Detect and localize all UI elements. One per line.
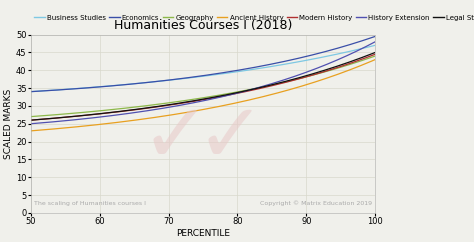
Business Studies	[214, 73, 220, 76]
Text: ✓: ✓	[196, 98, 265, 179]
Modern History	[191, 100, 197, 103]
Legal Studies	[214, 95, 220, 98]
Economics	[373, 35, 378, 38]
Ancient History	[28, 129, 34, 132]
Legal Studies	[373, 51, 378, 54]
Ancient History	[193, 109, 199, 112]
Legal Studies	[193, 99, 199, 102]
Text: ✓: ✓	[140, 98, 210, 179]
Line: History Extension: History Extension	[31, 42, 375, 124]
Legal Studies	[28, 119, 34, 122]
Geography	[364, 57, 370, 60]
Geography	[28, 115, 34, 118]
History Extension	[310, 68, 316, 71]
Modern History	[364, 56, 370, 59]
Line: Ancient History: Ancient History	[31, 60, 375, 131]
Legend: Business Studies, Economics, Geography, Ancient History, Modern History, History: Business Studies, Economics, Geography, …	[34, 15, 474, 21]
Economics	[214, 72, 220, 75]
Line: Modern History: Modern History	[31, 54, 375, 120]
Business Studies	[310, 58, 316, 60]
Ancient History	[373, 58, 378, 61]
Line: Economics: Economics	[31, 36, 375, 92]
Line: Business Studies: Business Studies	[31, 45, 375, 92]
Title: Humanities Courses I (2018): Humanities Courses I (2018)	[114, 19, 292, 32]
Legal Studies	[310, 72, 316, 75]
History Extension	[373, 40, 378, 43]
Business Studies	[28, 90, 34, 93]
Modern History	[28, 119, 34, 122]
Ancient History	[214, 105, 220, 108]
Business Studies	[191, 76, 197, 79]
History Extension	[364, 45, 370, 47]
Business Studies	[373, 44, 378, 47]
Ancient History	[310, 81, 316, 84]
Modern History	[193, 99, 199, 102]
Text: The scaling of Humanities courses I: The scaling of Humanities courses I	[34, 201, 146, 206]
Y-axis label: SCALED MARKS: SCALED MARKS	[4, 89, 13, 159]
Economics	[364, 38, 370, 41]
History Extension	[28, 122, 34, 125]
Modern History	[373, 53, 378, 56]
Business Studies	[364, 46, 370, 49]
History Extension	[191, 101, 197, 104]
Economics	[310, 53, 316, 56]
Geography	[193, 97, 199, 100]
Ancient History	[364, 62, 370, 65]
Line: Geography: Geography	[31, 56, 375, 117]
Text: Copyright © Matrix Education 2019: Copyright © Matrix Education 2019	[260, 200, 372, 206]
Geography	[191, 98, 197, 101]
History Extension	[193, 101, 199, 104]
Geography	[373, 54, 378, 57]
Business Studies	[233, 70, 238, 73]
Geography	[214, 94, 220, 97]
Geography	[310, 74, 316, 76]
Ancient History	[191, 110, 197, 113]
Economics	[233, 69, 238, 72]
Business Studies	[193, 76, 199, 78]
Modern History	[233, 92, 238, 95]
History Extension	[233, 92, 238, 95]
Legal Studies	[191, 99, 197, 102]
Legal Studies	[364, 54, 370, 57]
Modern History	[214, 96, 220, 99]
Line: Legal Studies: Legal Studies	[31, 53, 375, 120]
History Extension	[214, 96, 220, 99]
Legal Studies	[233, 91, 238, 94]
Ancient History	[233, 101, 238, 104]
Modern History	[310, 74, 316, 76]
Geography	[233, 91, 238, 94]
Economics	[28, 90, 34, 93]
X-axis label: PERCENTILE: PERCENTILE	[176, 229, 230, 238]
Economics	[193, 75, 199, 78]
Economics	[191, 76, 197, 78]
